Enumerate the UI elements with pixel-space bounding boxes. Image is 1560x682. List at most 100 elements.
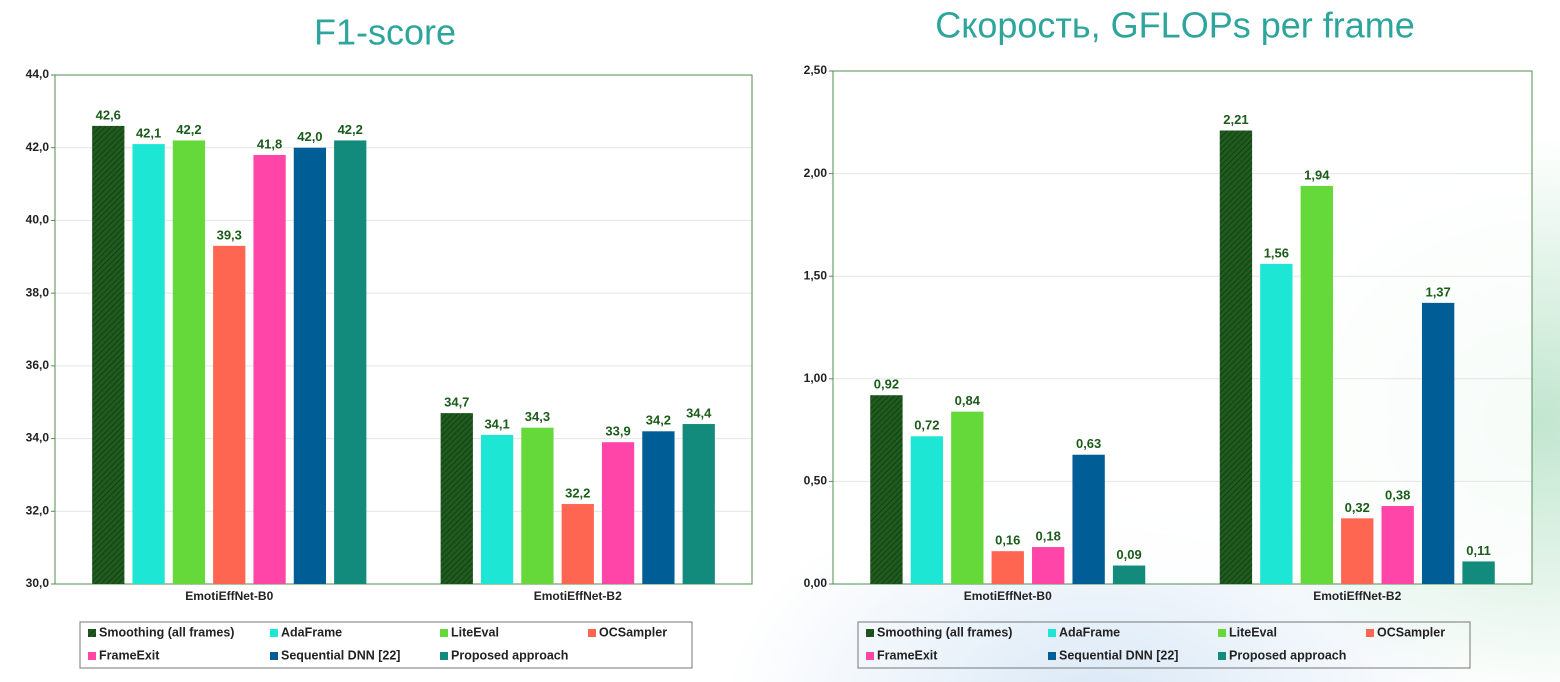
- bar: [1381, 506, 1414, 584]
- legend-swatch: [440, 629, 448, 637]
- bar: [1032, 547, 1065, 584]
- y-tick-label: 30,0: [26, 576, 50, 590]
- legend-label: LiteEval: [1229, 625, 1277, 639]
- value-label: 0,16: [995, 533, 1020, 548]
- y-tick-label: 0,00: [804, 576, 828, 590]
- value-label: 1,37: [1425, 284, 1450, 299]
- legend-swatch: [1048, 652, 1056, 660]
- bar: [1260, 263, 1293, 584]
- bar: [293, 147, 327, 584]
- bar: [682, 424, 715, 584]
- value-label: 2,21: [1223, 112, 1248, 127]
- legend-swatch: [88, 629, 96, 637]
- legend-label: FrameExit: [877, 648, 938, 662]
- y-tick-label: 36,0: [26, 358, 50, 372]
- value-label: 42,1: [136, 126, 161, 141]
- bar: [172, 140, 206, 584]
- bar: [561, 504, 594, 584]
- bar: [132, 144, 165, 585]
- value-label: 0,38: [1385, 487, 1410, 502]
- y-tick-label: 1,00: [804, 371, 828, 385]
- bar: [1462, 561, 1495, 584]
- legend-label: OCSampler: [1377, 625, 1445, 639]
- legend-swatch: [1218, 629, 1226, 637]
- legend-box: [857, 621, 1471, 669]
- plot-border: [54, 74, 753, 585]
- chart-title: Скорость, GFLOPs per frame: [935, 5, 1415, 46]
- value-label: 0,84: [955, 393, 981, 408]
- y-tick-label: 44,0: [26, 67, 50, 81]
- plot-area: [833, 71, 1532, 584]
- value-label: 34,1: [484, 416, 509, 431]
- bar: [334, 140, 367, 584]
- value-label: 0,32: [1345, 500, 1370, 515]
- legend-label: Proposed approach: [1229, 648, 1346, 662]
- bar: [1421, 302, 1455, 584]
- y-tick-label: 1,50: [804, 268, 828, 282]
- value-label: 42,2: [176, 122, 201, 137]
- chart-title: F1-score: [314, 12, 456, 53]
- legend-swatch: [588, 629, 596, 637]
- bar: [480, 434, 514, 584]
- bar: [951, 411, 984, 584]
- legend-label: Proposed approach: [451, 648, 568, 662]
- legend-label: OCSampler: [599, 625, 667, 639]
- bar: [521, 427, 554, 584]
- value-label: 34,4: [686, 405, 712, 420]
- bar: [440, 413, 473, 584]
- x-tick-label: EmotiEffNet-B2: [534, 589, 622, 603]
- value-label: 42,6: [96, 107, 121, 122]
- bar: [92, 125, 125, 585]
- value-label: 0,63: [1076, 436, 1101, 451]
- legend-label: Smoothing (all frames): [99, 625, 234, 639]
- legend-label: Sequential DNN [22]: [1059, 648, 1178, 662]
- bar: [1300, 185, 1333, 585]
- value-label: 42,2: [338, 122, 363, 137]
- legend-swatch: [866, 652, 874, 660]
- value-label: 34,2: [646, 413, 671, 428]
- value-label: 41,8: [257, 136, 282, 151]
- legend-swatch: [1366, 629, 1374, 637]
- legend-label: AdaFrame: [281, 625, 342, 639]
- legend-swatch: [440, 652, 448, 660]
- bar: [910, 436, 944, 584]
- y-tick-label: 42,0: [26, 140, 50, 154]
- plot-border: [832, 70, 1533, 585]
- value-label: 0,11: [1466, 543, 1491, 558]
- legend-box: [79, 621, 693, 669]
- y-tick-label: 2,50: [804, 63, 828, 77]
- value-label: 42,0: [297, 129, 322, 144]
- bar: [1072, 454, 1105, 584]
- value-label: 0,72: [914, 418, 939, 433]
- y-tick-label: 2,00: [804, 166, 828, 180]
- legend-label: LiteEval: [451, 625, 499, 639]
- bar: [213, 245, 246, 584]
- legend-swatch: [1218, 652, 1226, 660]
- bar: [991, 551, 1024, 584]
- value-label: 0,92: [874, 377, 899, 392]
- y-tick-label: 40,0: [26, 213, 50, 227]
- value-label: 33,9: [605, 424, 630, 439]
- bar: [1219, 130, 1253, 584]
- value-label: 34,7: [444, 395, 469, 410]
- bar: [1112, 565, 1146, 584]
- legend-label: AdaFrame: [1059, 625, 1120, 639]
- value-label: 1,94: [1304, 167, 1330, 182]
- value-label: 39,3: [217, 227, 242, 242]
- y-tick-label: 0,50: [804, 474, 828, 488]
- bar: [1341, 518, 1374, 584]
- legend-label: Smoothing (all frames): [877, 625, 1012, 639]
- legend-swatch: [866, 629, 874, 637]
- x-tick-label: EmotiEffNet-B0: [964, 589, 1052, 603]
- value-label: 0,18: [1036, 529, 1061, 544]
- y-tick-label: 34,0: [26, 431, 50, 445]
- bar: [870, 395, 903, 584]
- bar: [253, 154, 286, 584]
- value-label: 32,2: [565, 485, 590, 500]
- legend-swatch: [1048, 629, 1056, 637]
- x-tick-label: EmotiEffNet-B2: [1313, 589, 1401, 603]
- legend-label: Sequential DNN [22]: [281, 648, 400, 662]
- legend-swatch: [270, 629, 278, 637]
